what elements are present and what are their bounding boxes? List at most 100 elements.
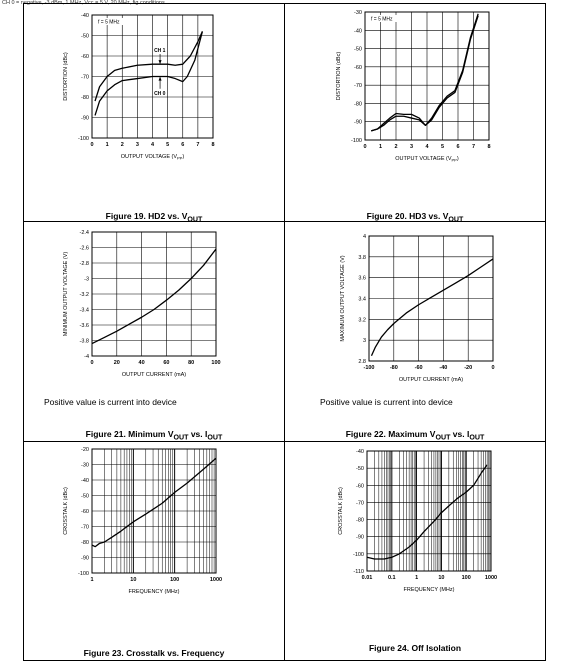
y-tick-label: -70 (356, 500, 364, 506)
x-tick-label: 10 (438, 575, 444, 581)
series-line-2 (94, 31, 204, 116)
y-tick-label: -30 (81, 463, 89, 469)
grid-lines (366, 450, 492, 572)
y-tick-label: -50 (354, 47, 362, 53)
chart-fig20: -30 -40 -50 -60 -70 -80 -90 -1000 1 2 3 4 5 6 7 8 OUTPUT… (336, 10, 491, 163)
x-tick-label: 5 (441, 144, 444, 150)
x-tick-label: 3 (410, 144, 413, 150)
y-tick-label: -80 (81, 95, 89, 101)
caption-fig19: Figure 19. HD2 vs. VOUT (105, 211, 203, 224)
y-tick-label: -90 (81, 556, 89, 562)
caption-fig22: Figure 22. Maximum VOUT vs. IOUT (345, 429, 485, 442)
y-tick-label: -3.2 (80, 292, 89, 298)
y-tick-label: -90 (354, 120, 362, 126)
x-axis-label: OUTPUT VOLTAGE (VPP) (395, 156, 459, 163)
x-tick-label: 7 (472, 144, 475, 150)
y-axis-label: CROSSTALK (dBc) (63, 487, 69, 535)
x-tick-label: 60 (163, 360, 169, 366)
plot-frame (91, 231, 217, 357)
y-tick-label: -80 (81, 540, 89, 546)
x-tick-label: 1000 (485, 575, 497, 581)
x-axis-label: FREQUENCY (MHz) (129, 589, 180, 595)
x-tick-label: 1 (106, 142, 109, 148)
x-tick-label: 10 (130, 577, 136, 583)
y-tick-label: -3.4 (80, 308, 89, 314)
series-line-2 (371, 13, 479, 132)
y-tick-label: -70 (81, 75, 89, 81)
y-tick-label: -40 (354, 28, 362, 34)
y-tick-label: 3.6 (358, 276, 366, 282)
x-tick-label: -40 (439, 365, 447, 371)
y-tick-label: 3 (363, 338, 366, 344)
y-tick-label: -4 (84, 354, 89, 360)
x-tick-label: -80 (390, 365, 398, 371)
series-line-1 (91, 457, 217, 548)
y-tick-label: -60 (81, 509, 89, 515)
x-tick-label: 5 (166, 142, 169, 148)
y-tick-label: -100 (351, 138, 362, 144)
annotation-label: f = 5 MHz (371, 17, 393, 23)
y-tick-label: 3.4 (358, 297, 366, 303)
y-tick-label: -50 (81, 34, 89, 40)
x-axis-label: FREQUENCY (MHz) (404, 587, 455, 593)
y-tick-label: 3.2 (358, 317, 366, 323)
y-tick-label: -40 (81, 13, 89, 19)
x-tick-label: 40 (139, 360, 145, 366)
chart-fig19: -40 -50 -60 -70 -80 -90 -1000 1 2 3 4 5 6 7 8 OUTPUT VO… (63, 13, 215, 161)
y-axis-label: CROSSTALK (dBc) (338, 487, 344, 535)
grid-lines (368, 235, 494, 362)
y-axis-label: MAXIMUM OUTPUT VOLTAGE (V) (340, 255, 346, 341)
x-tick-label: -20 (464, 365, 472, 371)
x-tick-label: 6 (181, 142, 184, 148)
caption-fig20: Figure 20. HD3 vs. VOUT (366, 211, 464, 224)
x-tick-label: 1 (90, 577, 93, 583)
x-tick-label: 3 (136, 142, 139, 148)
y-tick-label: 3.8 (358, 255, 366, 261)
grid-lines (91, 231, 217, 357)
y-tick-label: -90 (81, 116, 89, 122)
y-tick-label: 4 (363, 234, 366, 240)
x-tick-label: 8 (487, 144, 490, 150)
caption-fig21: Figure 21. Minimum VOUT vs. IOUT (85, 429, 223, 442)
x-tick-label: 2 (394, 144, 397, 150)
plot-frame (91, 448, 217, 574)
y-tick-label: -3.8 (80, 339, 89, 345)
y-tick-label: 2.8 (358, 359, 366, 365)
figure-cell-fig21: -2.4 -2.6 -2.8 -3 -3.2 -3.4 -3.6 -3.8 -4 0 20 40 60 8… (23, 221, 285, 442)
x-tick-label: 4 (151, 142, 155, 148)
annotation-label: f = 5 MHz (98, 20, 120, 26)
y-axis-label: DISTORTION (dBc) (336, 52, 342, 101)
y-tick-label: -30 (354, 10, 362, 16)
annotation-box (96, 18, 124, 25)
x-tick-label: 100 (170, 577, 179, 583)
figure-cell-fig22: 4 3.8 3.6 3.4 3.2 3 2.8 -100 -80 -60 -40 -20 0 OUTPUT… (284, 221, 546, 442)
x-tick-label: 0 (90, 142, 93, 148)
y-tick-label: -2.8 (80, 261, 89, 267)
y-tick-label: -100 (78, 571, 89, 577)
y-tick-label: -3.6 (80, 323, 89, 329)
callout-arrowhead-ch0 (158, 76, 162, 81)
callout-arrowhead-ch1 (158, 60, 162, 65)
annotation-box (369, 15, 397, 22)
plot-frame (91, 14, 214, 139)
x-tick-label: 0 (90, 360, 93, 366)
y-tick-label: -100 (78, 136, 89, 142)
y-tick-label: -60 (81, 54, 89, 60)
grid-lines (364, 11, 490, 141)
figure-cell-fig24: -40 -50 -60 -70 -80 -90 -100 -110 0.01 0.1 1 10 100 1… (284, 441, 546, 661)
plot-frame (368, 235, 494, 362)
note-fig21: Positive value is current into device (44, 397, 177, 407)
chart-fig22: 4 3.8 3.6 3.4 3.2 3 2.8-100 -80 -60 -40 -20 0 OUTPUT… (340, 234, 495, 383)
series-line-1 (370, 258, 494, 357)
y-tick-label: -2.6 (80, 246, 89, 252)
y-tick-label: -100 (353, 552, 364, 558)
plot-frame (364, 11, 490, 141)
plot-frame (366, 450, 492, 572)
y-tick-label: -40 (81, 478, 89, 484)
x-tick-label: 80 (188, 360, 194, 366)
y-tick-label: -70 (81, 525, 89, 531)
grid-lines (91, 448, 217, 574)
